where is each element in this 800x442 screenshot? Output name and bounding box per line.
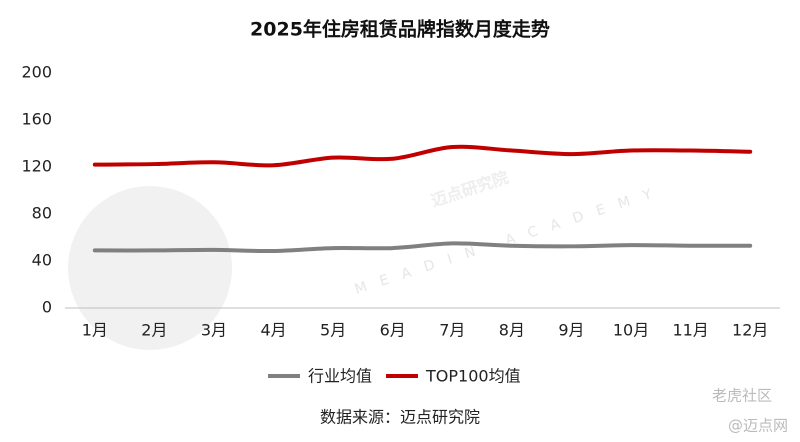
x-tick-label: 2月 (141, 321, 167, 340)
chart-title: 2025年住房租赁品牌指数月度走势 (250, 18, 550, 41)
x-tick-label: 12月 (732, 321, 768, 340)
corner-watermark: 老虎社区 (712, 387, 772, 405)
watermark-logo (68, 186, 232, 350)
legend-label: TOP100均值 (425, 367, 521, 386)
x-tick-label: 9月 (558, 321, 584, 340)
source-note: 数据来源：迈点研究院 (320, 408, 480, 427)
x-tick-label: 7月 (439, 321, 465, 340)
x-tick-label: 8月 (499, 321, 525, 340)
y-tick-label: 160 (21, 110, 52, 129)
legend-label: 行业均值 (308, 367, 372, 386)
x-tick-label: 6月 (380, 321, 406, 340)
x-tick-label: 5月 (320, 321, 346, 340)
x-tick-label: 1月 (82, 321, 108, 340)
watermark-text: 迈点研究院 (429, 168, 511, 211)
x-tick-label: 4月 (260, 321, 286, 340)
y-tick-label: 40 (32, 251, 52, 270)
corner-watermark: @迈点网 (728, 417, 788, 435)
x-tick-label: 11月 (672, 321, 708, 340)
y-tick-label: 0 (42, 298, 52, 317)
watermark-text: MEADIN ACADEMY (353, 182, 667, 298)
data-line (92, 241, 753, 254)
x-tick-label: 10月 (613, 321, 649, 340)
y-tick-label: 200 (21, 63, 52, 82)
y-tick-label: 120 (21, 157, 52, 176)
y-tick-label: 80 (32, 204, 52, 223)
x-tick-label: 3月 (201, 321, 227, 340)
data-line (92, 144, 753, 168)
